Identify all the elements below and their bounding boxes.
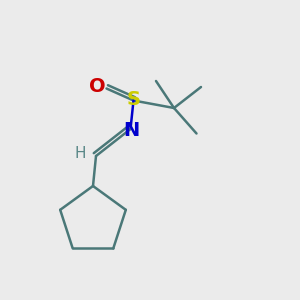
Text: S: S [127, 90, 141, 109]
Text: O: O [89, 77, 106, 97]
Text: H: H [75, 146, 86, 160]
Text: N: N [123, 121, 140, 140]
